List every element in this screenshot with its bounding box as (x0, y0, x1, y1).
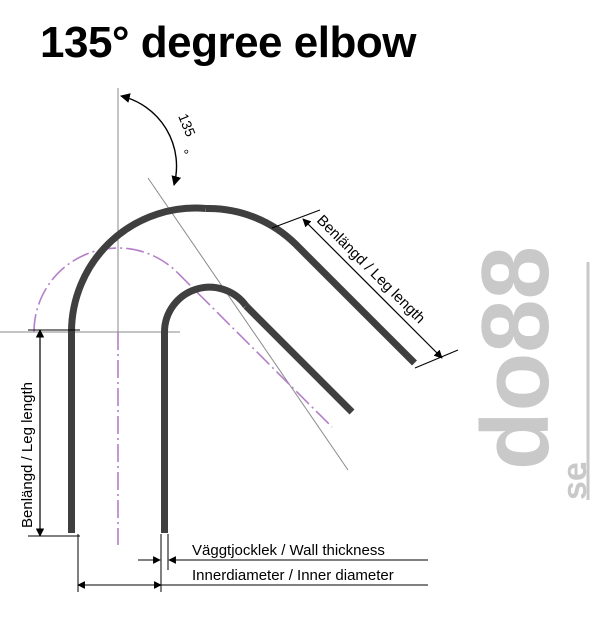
dimension-vertical-leg: Benlängd / Leg length (19, 329, 80, 537)
dimension-inner-diameter: Innerdiameter / Inner diameter (77, 534, 428, 592)
centerline-bend (33, 247, 178, 333)
dimension-label-wall-thickness: Väggtjocklek / Wall thickness (192, 542, 385, 559)
centerlines (33, 247, 333, 545)
tube-outer-bend (205, 204, 417, 366)
angle-value: 135 (175, 111, 199, 139)
angle-arc (120, 93, 182, 186)
construction-lines (0, 88, 349, 471)
angle-annotation: 135 ° (120, 93, 199, 186)
dimension-diagonal-leg: Benlängd / Leg length (271, 209, 459, 369)
construction-diagonal-axis (147, 177, 349, 471)
dimension-label-diagonal-leg: Benlängd / Leg length (313, 212, 428, 327)
tube-inner-bend (243, 303, 355, 415)
dimension-wall-thickness: Väggtjocklek / Wall thickness (138, 534, 428, 592)
centerline-diagonal-leg (176, 272, 333, 428)
ext-line-bottom-diagonal (414, 349, 459, 369)
tube-inner-left (161, 283, 249, 533)
angle-degree-symbol: ° (175, 147, 192, 158)
dimension-label-vertical-leg: Benlängd / Leg length (19, 382, 36, 528)
dim-line-diagonal-leg (302, 218, 443, 359)
dimension-label-inner-diameter: Innerdiameter / Inner diameter (192, 567, 394, 584)
ext-line-top-diagonal (271, 209, 321, 229)
tube-outer-left (68, 204, 207, 533)
watermark-main: do88 (462, 246, 569, 470)
page-title: 135° degree elbow (40, 18, 416, 67)
watermark-dot: . (556, 461, 594, 470)
elbow-tube (68, 204, 417, 533)
watermark-do88: do88 . se (462, 246, 594, 500)
